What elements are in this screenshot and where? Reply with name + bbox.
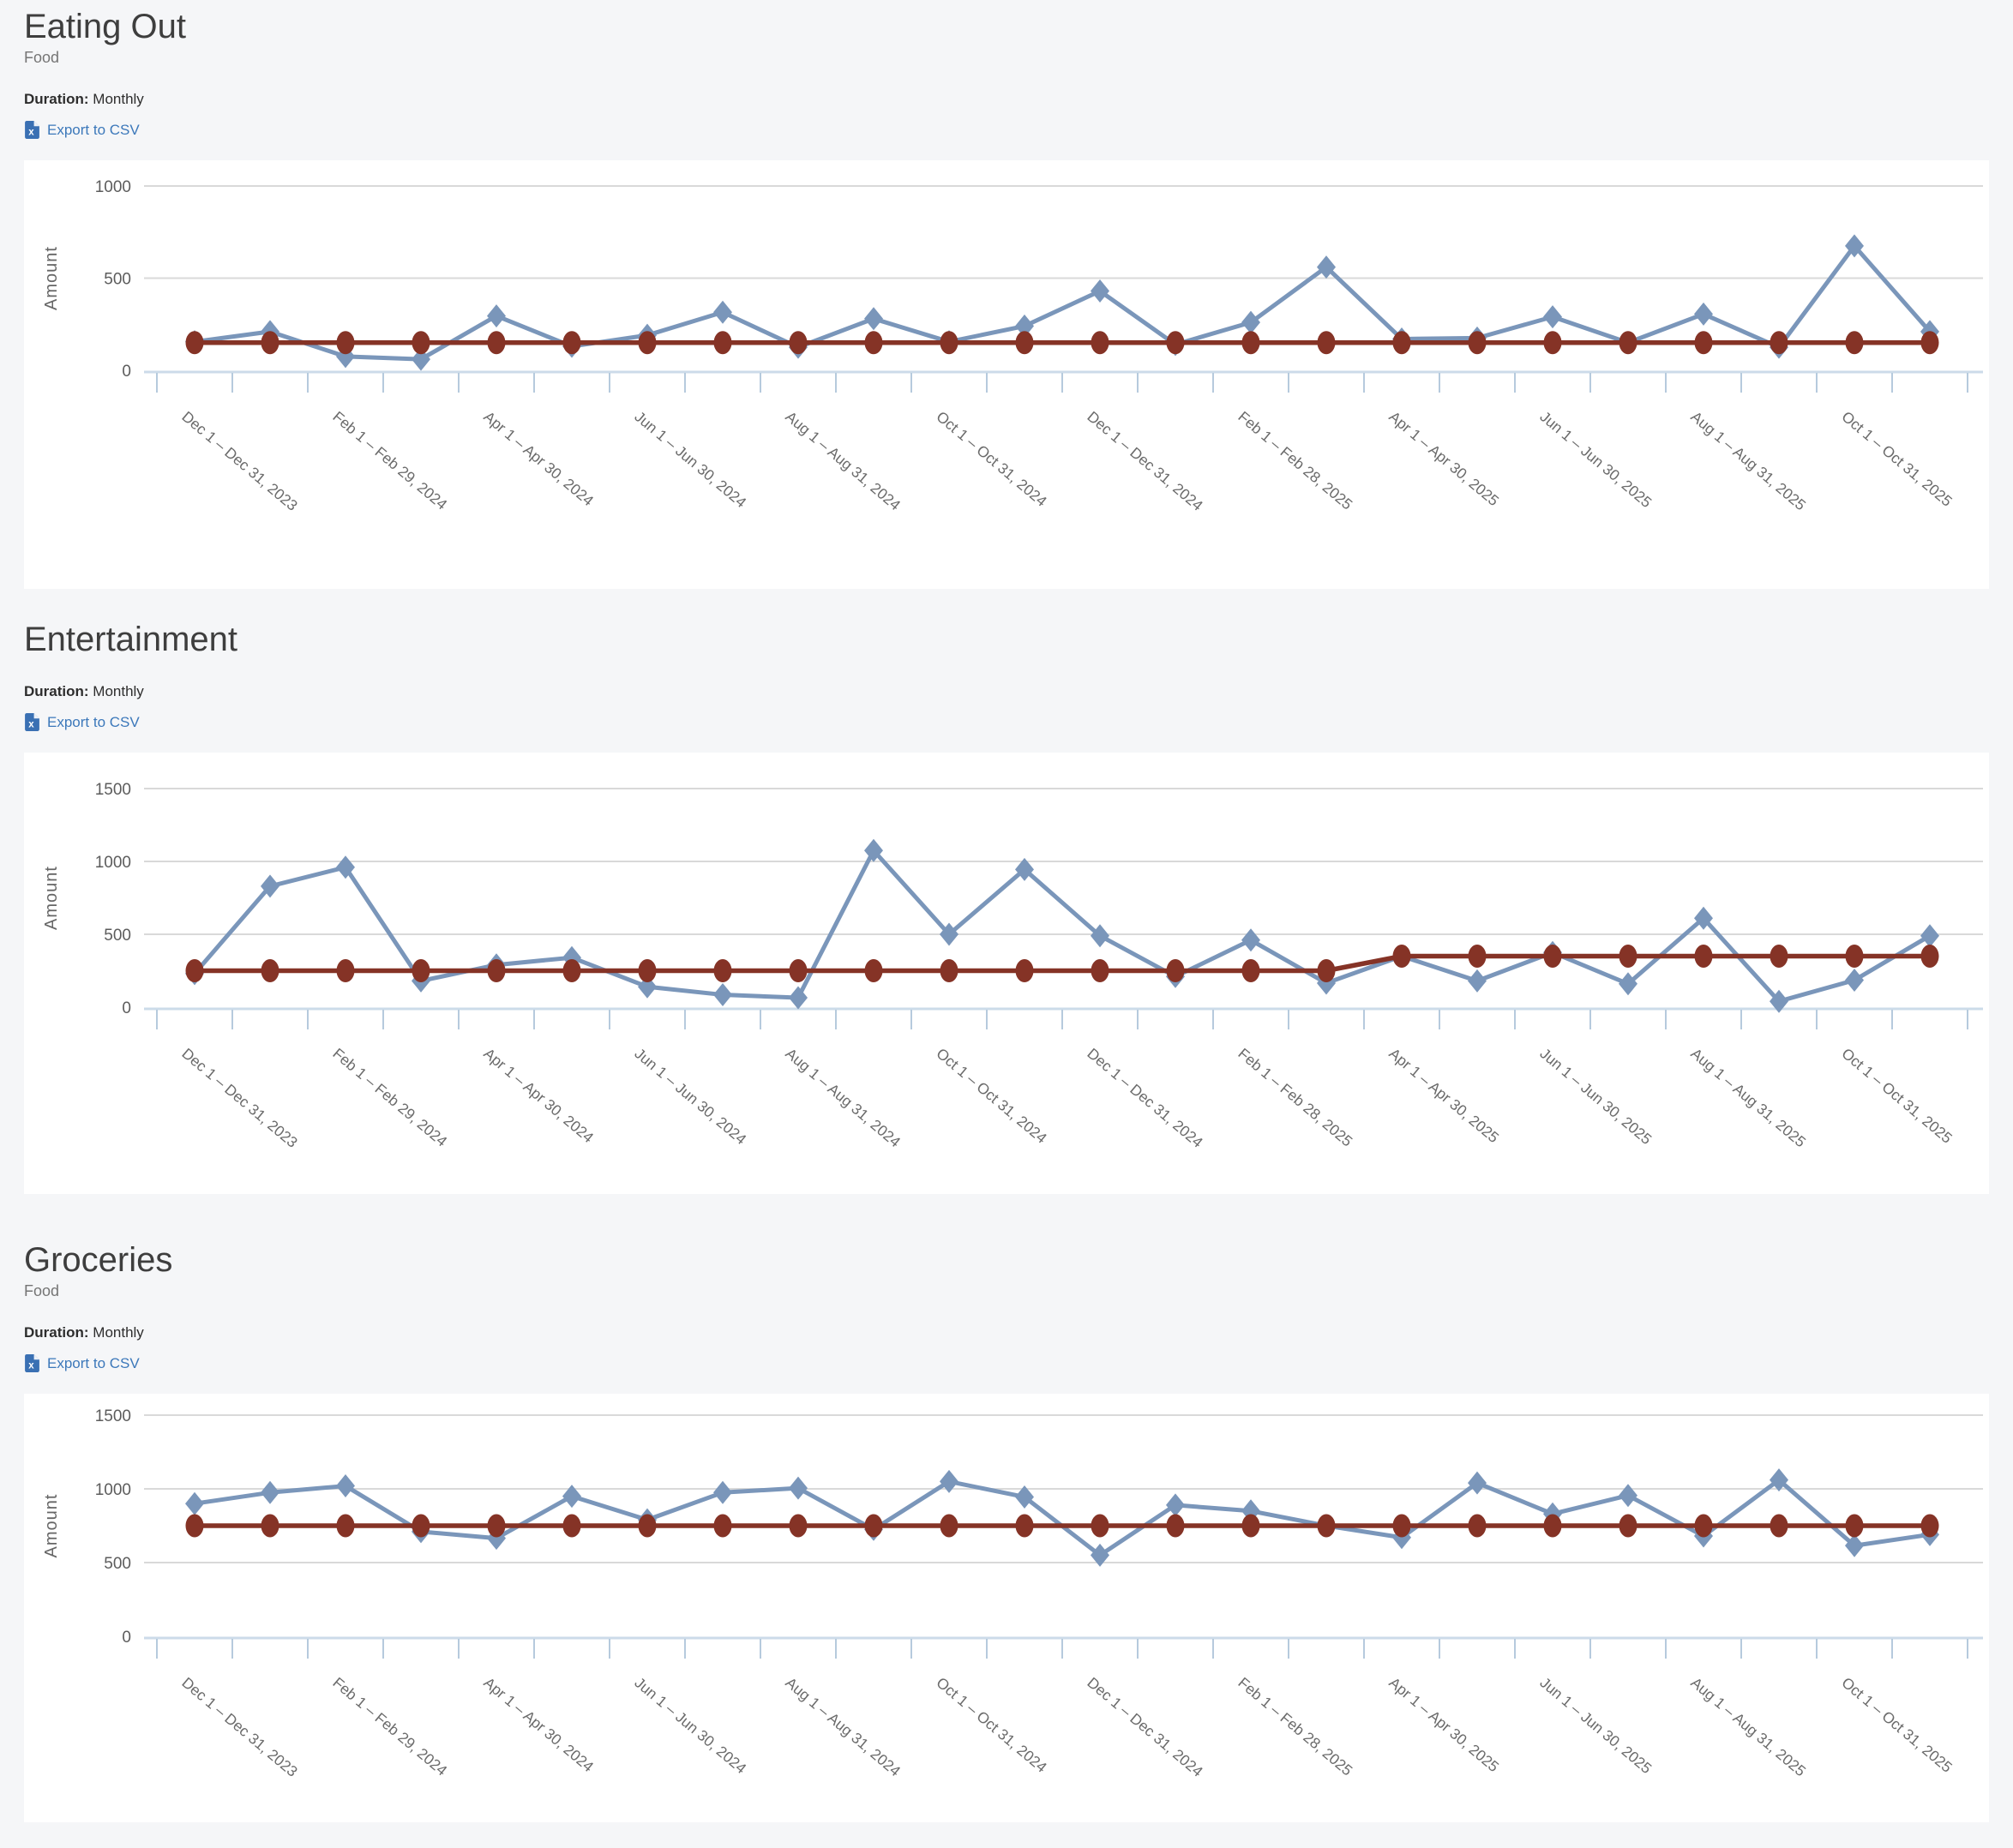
export-csv-label: Export to CSV [47, 121, 140, 138]
svg-text:0: 0 [122, 999, 131, 1017]
duration-value: Monthly [93, 1324, 144, 1341]
section-subtitle: Food [24, 49, 60, 66]
chart-panel-entertainment: 0 500 1000 1500 Dec 1 – Dec 31, 2023 Feb 1 – … [24, 753, 1989, 1194]
svg-text:Aug 1 – Aug 31, 2025: Aug 1 – Aug 31, 2025 [1687, 408, 1809, 514]
svg-text:Jun 1 – Jun 30, 2025: Jun 1 – Jun 30, 2025 [1536, 1674, 1655, 1777]
svg-text:1000: 1000 [95, 1481, 131, 1499]
svg-text:Oct 1 – Oct 31, 2024: Oct 1 – Oct 31, 2024 [933, 408, 1050, 510]
duration-label: Duration: [24, 1324, 89, 1341]
svg-text:Apr 1 – Apr 30, 2024: Apr 1 – Apr 30, 2024 [480, 1674, 597, 1776]
svg-text:1000: 1000 [95, 178, 131, 196]
svg-text:0: 0 [122, 1629, 131, 1647]
excel-file-icon: x [25, 121, 39, 139]
svg-text:Amount: Amount [42, 866, 61, 930]
export-csv-label: Export to CSV [47, 713, 140, 730]
svg-text:Dec 1 – Dec 31, 2024: Dec 1 – Dec 31, 2024 [1084, 1045, 1206, 1151]
svg-text:Feb 1 – Feb 29, 2024: Feb 1 – Feb 29, 2024 [329, 1674, 450, 1779]
svg-text:Dec 1 – Dec 31, 2024: Dec 1 – Dec 31, 2024 [1084, 408, 1206, 514]
svg-text:Aug 1 – Aug 31, 2025: Aug 1 – Aug 31, 2025 [1687, 1674, 1809, 1780]
export-csv-link[interactable]: x Export to CSV [24, 1354, 140, 1372]
duration-row: Duration: Monthly [24, 91, 1989, 108]
svg-text:Amount: Amount [42, 1494, 61, 1558]
svg-text:Oct 1 – Oct 31, 2024: Oct 1 – Oct 31, 2024 [933, 1674, 1050, 1776]
groceries-chart: 0 500 1000 1500 Dec 1 – Dec 31, 2023 Feb 1 – … [42, 1407, 1983, 1780]
svg-text:Apr 1 – Apr 30, 2024: Apr 1 – Apr 30, 2024 [480, 1045, 597, 1147]
section-title: Eating Out [24, 8, 187, 45]
export-csv-label: Export to CSV [47, 1354, 140, 1371]
svg-text:1000: 1000 [95, 854, 131, 872]
svg-text:Apr 1 – Apr 30, 2025: Apr 1 – Apr 30, 2025 [1385, 408, 1502, 510]
duration-row: Duration: Monthly [24, 683, 1989, 700]
svg-text:Aug 1 – Aug 31, 2024: Aug 1 – Aug 31, 2024 [782, 1674, 904, 1780]
duration-value: Monthly [93, 91, 144, 107]
svg-text:x: x [28, 127, 34, 137]
svg-text:Aug 1 – Aug 31, 2024: Aug 1 – Aug 31, 2024 [782, 408, 904, 514]
chart-panel-eating-out: 0 500 1000 Dec 1 – Dec 31, 2023 Feb 1 – Feb … [24, 160, 1989, 589]
svg-text:Feb 1 – Feb 28, 2025: Feb 1 – Feb 28, 2025 [1235, 1045, 1355, 1150]
excel-file-icon: x [25, 1354, 39, 1372]
export-csv-link[interactable]: x Export to CSV [24, 121, 140, 139]
eating-out-chart: 0 500 1000 Dec 1 – Dec 31, 2023 Feb 1 – Feb … [42, 178, 1983, 514]
duration-label: Duration: [24, 683, 89, 699]
svg-text:Aug 1 – Aug 31, 2025: Aug 1 – Aug 31, 2025 [1687, 1045, 1809, 1151]
svg-text:1500: 1500 [95, 781, 131, 799]
svg-text:x: x [28, 1360, 34, 1371]
excel-file-icon: x [25, 713, 39, 731]
svg-text:0: 0 [122, 363, 131, 381]
section-title: Entertainment [24, 621, 238, 658]
svg-text:1500: 1500 [95, 1407, 131, 1425]
chart-panel-groceries: 0 500 1000 1500 Dec 1 – Dec 31, 2023 Feb 1 – … [24, 1394, 1989, 1822]
svg-text:Feb 1 – Feb 29, 2024: Feb 1 – Feb 29, 2024 [329, 1045, 450, 1150]
section-entertainment: Entertainment Duration: Monthly x Export… [24, 620, 1989, 1194]
svg-text:Oct 1 – Oct 31, 2025: Oct 1 – Oct 31, 2025 [1838, 408, 1956, 510]
svg-text:Dec 1 – Dec 31, 2023: Dec 1 – Dec 31, 2023 [178, 408, 301, 514]
svg-text:x: x [28, 719, 34, 729]
svg-text:Jun 1 – Jun 30, 2025: Jun 1 – Jun 30, 2025 [1536, 1045, 1655, 1148]
svg-text:Amount: Amount [42, 246, 61, 310]
export-csv-link[interactable]: x Export to CSV [24, 713, 140, 731]
svg-text:Jun 1 – Jun 30, 2024: Jun 1 – Jun 30, 2024 [631, 1045, 749, 1149]
svg-text:Dec 1 – Dec 31, 2023: Dec 1 – Dec 31, 2023 [178, 1674, 301, 1780]
section-title: Groceries [24, 1241, 173, 1279]
svg-text:Jun 1 – Jun 30, 2024: Jun 1 – Jun 30, 2024 [631, 1674, 749, 1778]
duration-label: Duration: [24, 91, 89, 107]
svg-text:Oct 1 – Oct 31, 2025: Oct 1 – Oct 31, 2025 [1838, 1045, 1956, 1147]
svg-text:Oct 1 – Oct 31, 2025: Oct 1 – Oct 31, 2025 [1838, 1674, 1956, 1776]
svg-text:Apr 1 – Apr 30, 2025: Apr 1 – Apr 30, 2025 [1385, 1045, 1502, 1147]
duration-value: Monthly [93, 683, 144, 699]
svg-text:Aug 1 – Aug 31, 2024: Aug 1 – Aug 31, 2024 [782, 1045, 904, 1151]
section-subtitle: Food [24, 1282, 60, 1299]
svg-text:Jun 1 – Jun 30, 2025: Jun 1 – Jun 30, 2025 [1536, 408, 1655, 511]
svg-text:Oct 1 – Oct 31, 2024: Oct 1 – Oct 31, 2024 [933, 1045, 1050, 1147]
svg-text:Apr 1 – Apr 30, 2025: Apr 1 – Apr 30, 2025 [1385, 1674, 1502, 1776]
svg-text:Dec 1 – Dec 31, 2024: Dec 1 – Dec 31, 2024 [1084, 1674, 1206, 1780]
svg-text:500: 500 [104, 271, 131, 289]
svg-text:500: 500 [104, 927, 131, 945]
duration-row: Duration: Monthly [24, 1324, 1989, 1341]
svg-text:Dec 1 – Dec 31, 2023: Dec 1 – Dec 31, 2023 [178, 1045, 301, 1151]
section-eating-out: Eating Out Food Duration: Monthly x Expo… [24, 7, 1989, 589]
svg-text:Apr 1 – Apr 30, 2024: Apr 1 – Apr 30, 2024 [480, 408, 597, 510]
entertainment-chart: 0 500 1000 1500 Dec 1 – Dec 31, 2023 Feb 1 – … [42, 781, 1983, 1151]
section-groceries: Groceries Food Duration: Monthly x Expor… [24, 1240, 1989, 1822]
svg-text:Feb 1 – Feb 28, 2025: Feb 1 – Feb 28, 2025 [1235, 1674, 1355, 1779]
svg-text:Feb 1 – Feb 28, 2025: Feb 1 – Feb 28, 2025 [1235, 408, 1355, 513]
svg-text:500: 500 [104, 1555, 131, 1573]
svg-text:Jun 1 – Jun 30, 2024: Jun 1 – Jun 30, 2024 [631, 408, 749, 512]
svg-text:Feb 1 – Feb 29, 2024: Feb 1 – Feb 29, 2024 [329, 408, 450, 513]
